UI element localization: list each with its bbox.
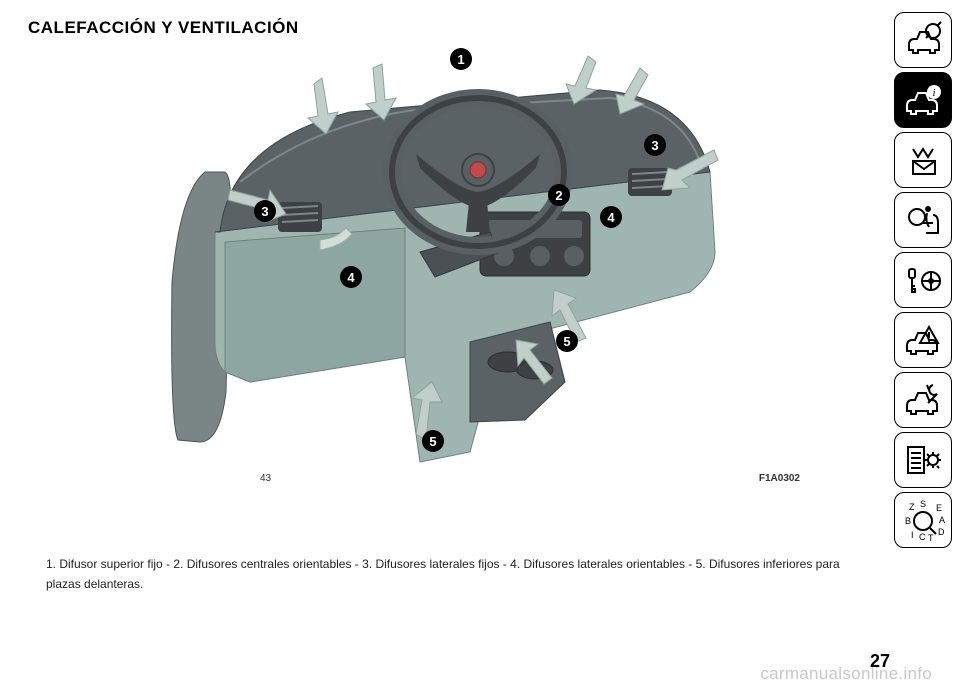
- tab-lights-messages[interactable]: [894, 132, 952, 188]
- svg-text:C: C: [919, 532, 926, 542]
- svg-text:i: i: [932, 87, 935, 99]
- callout-3: 3: [254, 200, 276, 222]
- callout-5: 5: [422, 430, 444, 452]
- callout-5: 5: [556, 330, 578, 352]
- figure-caption: 1. Difusor superior fijo - 2. Difusores …: [46, 554, 856, 595]
- tab-settings-list[interactable]: [894, 432, 952, 488]
- tab-vehicle-info[interactable]: i: [894, 72, 952, 128]
- svg-text:S: S: [920, 499, 926, 509]
- callout-3: 3: [644, 134, 666, 156]
- section-tabs: i: [894, 12, 952, 548]
- svg-text:B: B: [905, 516, 911, 526]
- tab-vehicle-check[interactable]: [894, 12, 952, 68]
- dashboard-figure: 1 2 3 3 4 4 5 5 43 F1A0302: [170, 42, 730, 482]
- callout-4: 4: [600, 206, 622, 228]
- svg-text:Z: Z: [909, 502, 915, 512]
- figure-code: F1A0302: [759, 473, 800, 484]
- tab-warning[interactable]: [894, 312, 952, 368]
- callout-1: 1: [450, 48, 472, 70]
- dashboard-svg: [170, 42, 730, 482]
- svg-text:E: E: [936, 503, 942, 513]
- svg-text:I: I: [911, 530, 914, 540]
- figure-number: 43: [260, 473, 271, 484]
- svg-text:A: A: [939, 515, 945, 525]
- watermark: carmanualsonline.info: [760, 664, 932, 684]
- tab-service[interactable]: [894, 372, 952, 428]
- callout-2: 2: [548, 184, 570, 206]
- tab-index[interactable]: Z B I S C T E A D: [894, 492, 952, 548]
- svg-text:T: T: [928, 533, 934, 542]
- svg-text:D: D: [938, 527, 945, 537]
- tab-airbag-seat[interactable]: [894, 192, 952, 248]
- tab-key-steering[interactable]: [894, 252, 952, 308]
- page-title: CALEFACCIÓN Y VENTILACIÓN: [28, 18, 960, 38]
- callout-4: 4: [340, 266, 362, 288]
